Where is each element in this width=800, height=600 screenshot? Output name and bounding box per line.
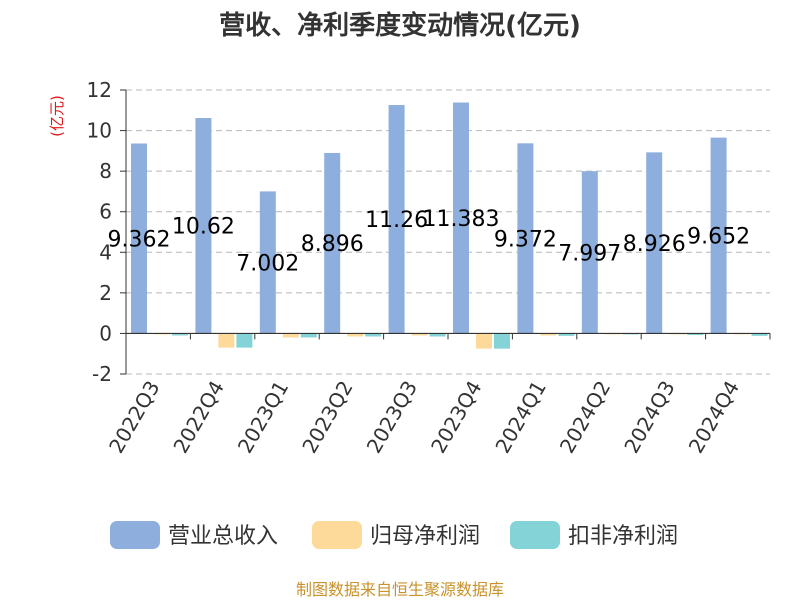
y-tick-label: -2 (92, 362, 112, 386)
x-tick-label: 2023Q3 (362, 377, 422, 458)
x-tick-label: 2024Q1 (490, 377, 550, 458)
value-label: 8.896 (301, 232, 364, 257)
y-tick-label: 12 (87, 78, 112, 102)
value-label: 7.002 (236, 251, 299, 276)
legend-label: 归母净利润 (370, 524, 480, 549)
y-tick-label: 10 (87, 119, 112, 143)
bar-deducted-net-profit (687, 333, 704, 336)
bar-net-profit (282, 333, 299, 338)
bar-revenue (646, 152, 663, 334)
x-tick-label: 2023Q2 (297, 377, 357, 458)
grid (126, 89, 770, 375)
bar-revenue (131, 143, 147, 334)
x-tick-label: 2022Q3 (104, 377, 164, 458)
bar-net-profit (411, 333, 428, 336)
value-label: 7.997 (558, 241, 621, 266)
bars (131, 102, 768, 349)
bar-revenue (581, 171, 598, 334)
x-tick-label: 2022Q4 (168, 377, 228, 458)
y-tick-label: 8 (99, 159, 112, 183)
value-label: 11.26 (365, 208, 428, 233)
bar-revenue (453, 102, 469, 334)
bar-net-profit (218, 333, 235, 348)
value-label: 9.372 (494, 227, 557, 252)
bar-deducted-net-profit (494, 333, 510, 349)
x-tick-label: 2023Q1 (233, 377, 293, 458)
y-axis-unit: (亿元) (48, 95, 66, 137)
chart-title: 营收、净利季度变动情况(亿元) (219, 10, 581, 41)
bar-revenue (324, 152, 341, 334)
bar-net-profit (476, 333, 492, 349)
y-tick-label: 2 (99, 281, 112, 305)
legend-swatch (312, 521, 362, 549)
x-tick-label: 2024Q4 (684, 377, 744, 458)
legend: 营业总收入 归母净利润 扣非净利润 (110, 521, 678, 549)
value-label: 8.926 (623, 232, 686, 257)
bar-net-profit (347, 333, 364, 337)
x-tick-label: 2023Q4 (426, 377, 486, 458)
bar-deducted-net-profit (236, 333, 253, 348)
bar-net-profit (540, 333, 557, 336)
bar-revenue (710, 137, 727, 334)
bar-deducted-net-profit (365, 333, 382, 337)
y-tick-label: 0 (99, 321, 112, 345)
y-tick-label: 4 (99, 240, 112, 264)
value-label: 10.62 (172, 215, 235, 240)
x-tick-label: 2024Q3 (619, 377, 679, 458)
legend-label: 扣非净利润 (568, 524, 678, 549)
source-note: 制图数据来自恒生聚源数据库 (296, 580, 504, 599)
bar-deducted-net-profit (172, 333, 188, 336)
bar-deducted-net-profit (300, 333, 317, 338)
bar-revenue (388, 105, 405, 334)
bar-deducted-net-profit (751, 333, 768, 336)
legend-swatch (110, 521, 160, 549)
x-tick-label: 2024Q2 (555, 377, 615, 458)
legend-swatch (510, 521, 560, 549)
bar-deducted-net-profit (429, 333, 446, 337)
bar-deducted-net-profit (558, 333, 575, 336)
value-label: 9.652 (687, 225, 750, 250)
value-label: 11.383 (423, 207, 500, 232)
legend-label: 营业总收入 (168, 524, 278, 549)
y-tick-label: 6 (99, 200, 112, 224)
value-labels: 9.36210.627.0028.89611.2611.3839.3727.99… (108, 207, 751, 276)
value-label: 9.362 (108, 227, 171, 252)
bar-revenue (517, 143, 534, 334)
bar-revenue (195, 117, 212, 334)
bar-revenue (259, 191, 276, 334)
